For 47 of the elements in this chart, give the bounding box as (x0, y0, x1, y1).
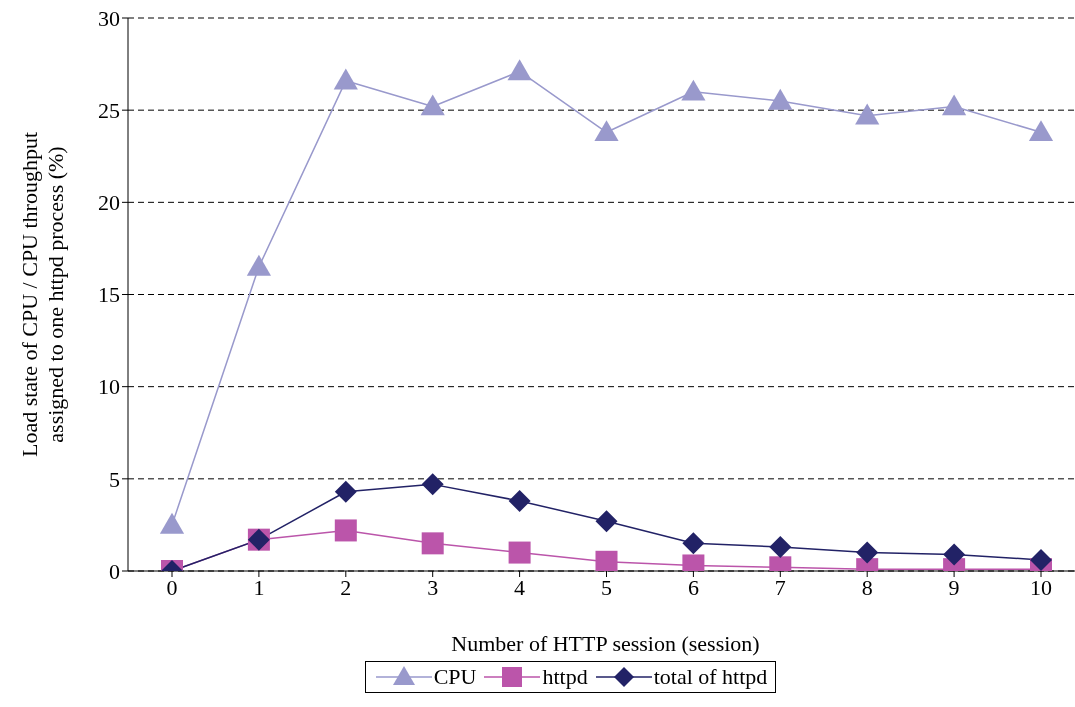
point (508, 489, 531, 512)
point (246, 254, 271, 276)
y-tick-label: 15 (98, 282, 120, 308)
point (334, 480, 357, 503)
point (420, 94, 445, 116)
point (508, 541, 531, 564)
y-tick-label: 30 (98, 5, 120, 31)
point (855, 103, 880, 125)
point (1030, 548, 1052, 571)
point (1028, 120, 1054, 142)
point (333, 68, 358, 90)
point (421, 532, 444, 555)
point (334, 519, 357, 542)
x-tick-label: 1 (253, 574, 265, 600)
point (595, 550, 618, 571)
y-tick-label: 5 (109, 466, 120, 492)
point (507, 59, 532, 81)
x-tick-label: 9 (948, 574, 960, 600)
x-tick-label: 0 (166, 574, 178, 600)
x-tick-label: 2 (340, 574, 352, 600)
y-tick-label: 20 (98, 190, 120, 216)
x-axis-title: Number of HTTP session (session) (451, 631, 760, 656)
point (681, 79, 706, 101)
legend-label: total of httpd (653, 664, 768, 690)
x-tick-label: 4 (514, 574, 526, 600)
legend-label: httpd (542, 664, 588, 690)
y-tick-label: 0 (109, 558, 120, 584)
x-tick-label: 5 (601, 574, 612, 600)
x-tick-label: 3 (427, 574, 439, 600)
y-axis-title: Load state of CPU / CPU throughput assigned to one httpd process (%) (17, 131, 68, 458)
x-tick-label: 8 (861, 574, 873, 600)
point (768, 88, 793, 110)
point (943, 543, 966, 566)
x-tick-label: 7 (774, 574, 786, 600)
point (682, 532, 705, 555)
point (159, 512, 185, 534)
x-tick-label: 6 (687, 574, 699, 600)
point (595, 510, 618, 533)
point (769, 536, 792, 559)
y-tick-label: 25 (98, 97, 120, 123)
point (594, 120, 619, 142)
x-tick-label: 10 (1030, 574, 1052, 600)
y-tick-label: 10 (98, 374, 120, 400)
point (942, 94, 967, 116)
legend-label: CPU (433, 664, 477, 690)
point (856, 541, 879, 564)
point (421, 473, 444, 496)
